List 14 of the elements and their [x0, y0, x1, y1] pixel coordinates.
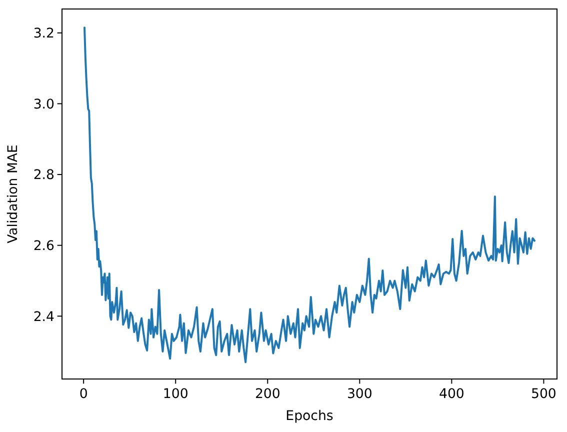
y-tick-label: 3.2: [33, 26, 54, 42]
y-tick-label: 2.4: [33, 310, 54, 325]
y-tick-label: 2.6: [33, 238, 54, 254]
x-tick-label: 500: [531, 387, 556, 402]
y-tick-label: 3.0: [33, 97, 54, 112]
x-tick-label: 200: [254, 387, 280, 402]
y-axis-title: Validation MAE: [6, 144, 21, 244]
x-tick-label: 300: [346, 387, 372, 402]
x-tick-label: 100: [162, 387, 188, 402]
x-axis-title: Epochs: [286, 409, 334, 424]
y-tick-label: 2.8: [33, 168, 54, 184]
x-tick-label: 400: [438, 387, 464, 402]
line-series: [84, 26, 536, 364]
x-tick-label: 0: [79, 387, 88, 402]
